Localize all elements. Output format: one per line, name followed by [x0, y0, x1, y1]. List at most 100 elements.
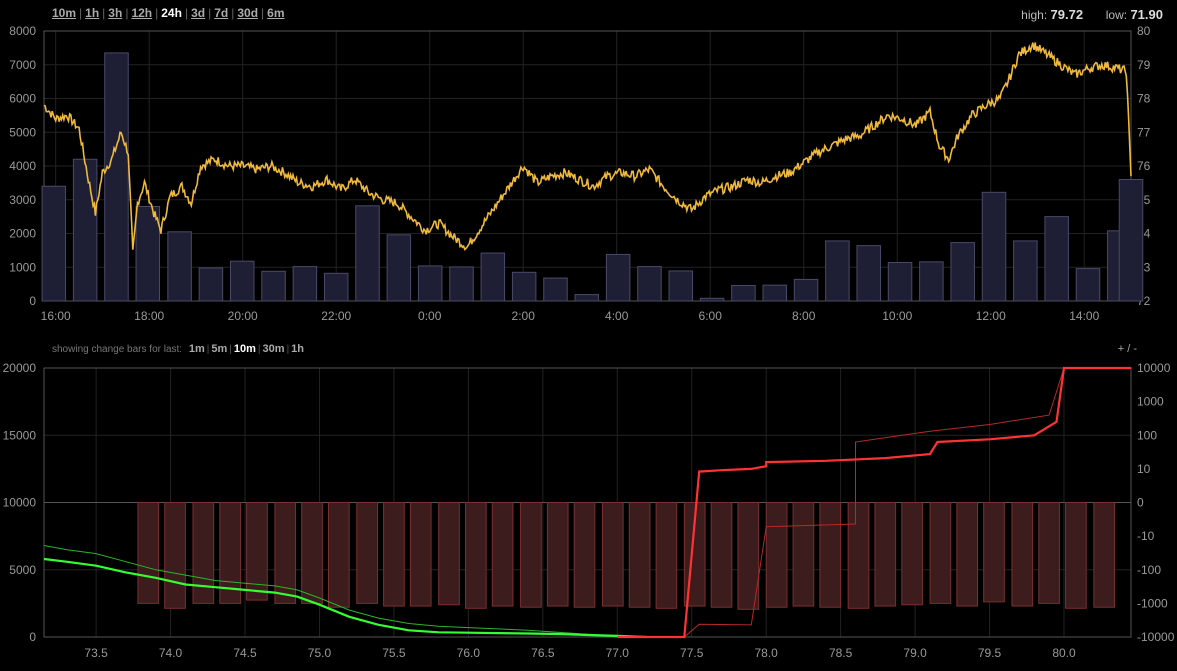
zoom-controls: + / - [1118, 343, 1137, 355]
ask-change-bar [901, 502, 923, 606]
volume-bar [981, 191, 1007, 302]
volume-bar [261, 270, 286, 302]
range-3d[interactable]: 3d [191, 6, 206, 20]
range-12h[interactable]: 12h [131, 6, 153, 20]
price-level-label: 75.0 [308, 646, 332, 660]
volume-bar [887, 262, 913, 302]
volume-bar [41, 185, 67, 302]
depth-chart-frame [43, 367, 1132, 638]
range-7d[interactable]: 7d [214, 6, 229, 20]
volume-bar [1075, 268, 1101, 302]
volume-tick-label: 0 [29, 294, 36, 308]
volume-tick-label: 4000 [9, 159, 36, 173]
price-level-label: 75.5 [382, 646, 406, 660]
volume-tick-label: 7000 [9, 58, 36, 72]
ask-depth-previous-line [683, 367, 1065, 638]
bid-change-bar [356, 502, 378, 604]
volume-tick-label: 2000 [9, 227, 36, 241]
volume-bar [1013, 240, 1038, 302]
range-1h[interactable]: 1h [85, 6, 100, 20]
volume-tick-label: 3000 [9, 193, 36, 207]
volume-bar [355, 205, 380, 302]
volume-bar [762, 284, 787, 302]
price-level-label: 77.0 [606, 646, 630, 660]
ask-change-bar [956, 502, 979, 607]
range-6m[interactable]: 6m [267, 6, 285, 20]
price-tick-label: 79 [1137, 58, 1151, 72]
range-30d[interactable]: 30d [237, 6, 259, 20]
time-tick-label: 16:00 [41, 309, 71, 323]
change-window-5m[interactable]: 5m [211, 343, 228, 355]
time-tick-label: 12:00 [976, 309, 1006, 323]
price-tick-label: 77 [1137, 125, 1151, 139]
change-bar-prefix: showing change bars for last: [52, 344, 183, 355]
change-tick-label: -10 [1137, 529, 1155, 543]
bid-change-bar [192, 502, 215, 604]
price-volume-chart: 0 1000 2000 3000 4000 5000 6000 7000 8000 16:00 18… [9, 24, 1151, 323]
volume-tick-label: 5000 [9, 125, 36, 139]
ask-change-bar [929, 502, 952, 604]
change-window-30m[interactable]: 30m [262, 343, 285, 355]
time-tick-label: 18:00 [134, 309, 164, 323]
range-3h[interactable]: 3h [108, 6, 123, 20]
volume-bar [668, 270, 694, 302]
change-window-1m[interactable]: 1m [188, 343, 205, 355]
volume-bar [950, 242, 975, 302]
bid-change-bar [491, 502, 514, 607]
price-tick-label: 80 [1137, 24, 1151, 38]
depth-tick-label: 0 [29, 630, 36, 644]
time-tick-label: 0:00 [418, 309, 442, 323]
volume-bar [856, 245, 881, 302]
bid-change-bar [301, 502, 323, 604]
price-level-label: 80.0 [1052, 646, 1076, 660]
volume-bar [104, 52, 129, 302]
bid-change-bar [219, 502, 241, 604]
volume-bar [699, 297, 725, 302]
range-10m[interactable]: 10m [52, 6, 77, 20]
change-tick-label: 0 [1137, 496, 1144, 510]
ask-change-bar [1038, 502, 1060, 604]
time-tick-label: 10:00 [882, 309, 912, 323]
volume-bar [637, 266, 662, 302]
price-level-label: 73.5 [84, 646, 108, 660]
change-tick-label: -100 [1137, 563, 1161, 577]
volume-bar [167, 231, 192, 302]
ask-change-bar [737, 502, 760, 610]
volume-bar [574, 294, 600, 302]
bid-change-bar [137, 502, 160, 604]
change-tick-label: -1000 [1137, 596, 1168, 610]
volume-tick-label: 6000 [9, 92, 36, 106]
volume-bar [386, 234, 412, 302]
ask-change-bar [1065, 502, 1087, 609]
volume-bar [449, 266, 474, 302]
volume-bar [511, 271, 537, 302]
price-level-label: 78.5 [829, 646, 853, 660]
bid-depth-previous-line [43, 545, 648, 638]
ask-change-bar [1093, 502, 1116, 608]
volume-bar [919, 261, 944, 302]
change-window-1h[interactable]: 1h [291, 343, 305, 355]
price-level-label: 78.0 [755, 646, 779, 660]
bid-change-bar [327, 502, 350, 608]
volume-tick-label: 1000 [9, 260, 36, 274]
bid-change-bar [464, 502, 487, 609]
high-value: 79.72 [1050, 7, 1084, 22]
range-24h[interactable]: 24h [161, 6, 182, 20]
zoom-out-button[interactable]: - [1133, 343, 1137, 355]
bid-change-bar [246, 502, 268, 601]
volume-bar [793, 278, 819, 302]
ask-change-bar [792, 502, 815, 607]
volume-bar [731, 284, 756, 302]
volume-bar [825, 240, 850, 302]
change-tick-label: 10 [1137, 462, 1151, 476]
change-window-10m[interactable]: 10m [233, 343, 256, 355]
ask-change-bar [1011, 502, 1034, 607]
time-tick-label: 8:00 [792, 309, 816, 323]
zoom-in-button[interactable]: + [1117, 343, 1125, 355]
ask-depth-line [617, 366, 1131, 639]
time-tick-label: 22:00 [321, 309, 351, 323]
price-tick-label: 76 [1137, 159, 1151, 173]
price-level-label: 74.5 [233, 646, 257, 660]
volume-bar [292, 266, 318, 302]
